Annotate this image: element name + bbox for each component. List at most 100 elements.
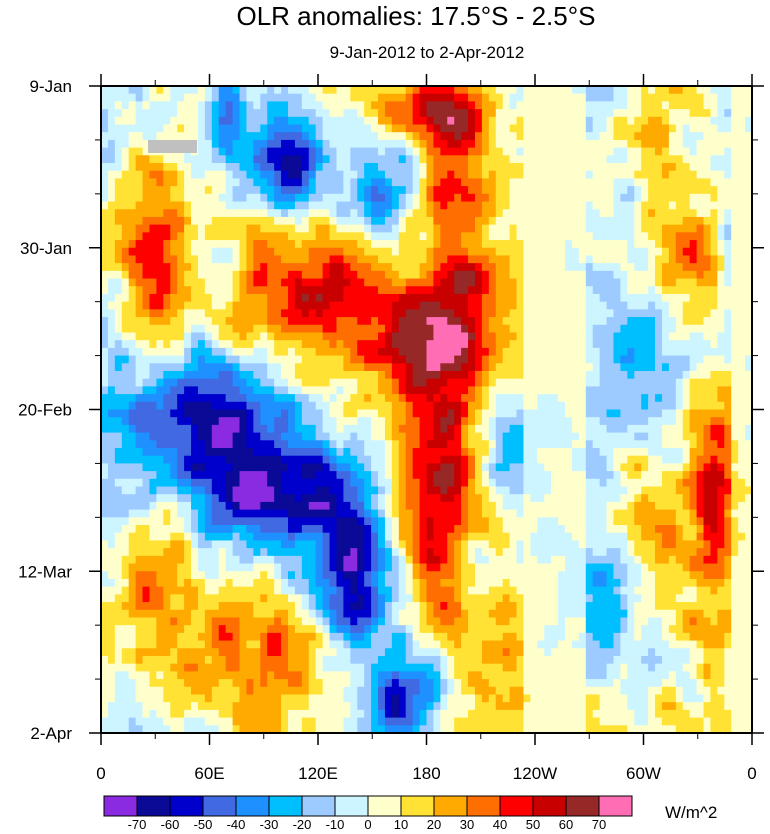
heatmap-cell <box>371 232 379 241</box>
heatmap-cell <box>218 216 227 226</box>
heatmap-cell <box>364 463 372 472</box>
heatmap-cell <box>315 455 324 465</box>
heatmap-cell <box>440 486 448 495</box>
heatmap-cell <box>336 370 344 380</box>
heatmap-cell <box>426 209 435 218</box>
heatmap-cell <box>114 317 123 326</box>
heatmap-cell <box>523 432 531 441</box>
heatmap-cell <box>336 486 344 495</box>
heatmap-cell <box>343 101 351 110</box>
heatmap-cell <box>468 155 476 164</box>
heatmap-cell <box>232 401 241 411</box>
heatmap-cell <box>371 201 379 210</box>
heatmap-cell <box>433 309 441 318</box>
heatmap-cell <box>191 417 199 426</box>
heatmap-cell <box>322 309 331 318</box>
heatmap-cell <box>516 463 525 472</box>
heatmap-cell <box>419 424 428 434</box>
heatmap-cell <box>585 232 594 241</box>
heatmap-cell <box>516 263 525 272</box>
heatmap-cell <box>170 240 178 249</box>
heatmap-cell <box>343 394 351 403</box>
heatmap-cell <box>571 432 580 441</box>
heatmap-cell <box>509 216 518 226</box>
heatmap-cell <box>211 324 220 334</box>
heatmap-cell <box>530 340 538 349</box>
heatmap-cell <box>378 247 386 257</box>
heatmap-cell <box>398 132 407 141</box>
heatmap-cell <box>274 417 282 426</box>
heatmap-cell <box>592 186 601 195</box>
heatmap-cell <box>585 109 594 118</box>
heatmap-cell <box>558 132 566 141</box>
heatmap-cell <box>419 409 428 418</box>
heatmap-cell <box>696 432 705 441</box>
heatmap-cell <box>592 378 601 387</box>
heatmap-cell <box>357 86 365 95</box>
heatmap-cell <box>682 378 691 387</box>
heatmap-cell <box>204 147 213 156</box>
heatmap-cell <box>364 448 372 457</box>
heatmap-cell <box>495 286 504 295</box>
heatmap-cell <box>440 255 448 264</box>
heatmap-cell <box>426 370 435 380</box>
heatmap-cell <box>745 170 753 180</box>
heatmap-cell <box>627 263 635 272</box>
heatmap-cell <box>454 394 462 403</box>
heatmap-cell <box>613 224 622 233</box>
heatmap-cell <box>204 270 213 280</box>
heatmap-cell <box>191 170 199 180</box>
heatmap-cell <box>114 86 123 95</box>
heatmap-cell <box>468 263 476 272</box>
heatmap-cell <box>101 386 109 395</box>
heatmap-cell <box>613 332 622 341</box>
heatmap-cell <box>274 240 282 249</box>
heatmap-cell <box>634 401 642 411</box>
heatmap-cell <box>197 293 206 303</box>
heatmap-cell <box>412 255 421 264</box>
heatmap-cell <box>502 201 511 210</box>
heatmap-cell <box>530 116 538 126</box>
heatmap-cell <box>488 309 497 318</box>
heatmap-cell <box>668 186 677 195</box>
heatmap-cell <box>648 132 656 141</box>
heatmap-cell <box>225 216 234 226</box>
heatmap-cell <box>433 355 441 364</box>
heatmap-cell <box>357 340 365 349</box>
heatmap-cell <box>537 270 545 280</box>
heatmap-cell <box>454 193 462 203</box>
heatmap-cell <box>343 448 351 457</box>
heatmap-cell <box>703 401 712 411</box>
heatmap-cell <box>114 209 123 218</box>
heatmap-cell <box>128 255 137 264</box>
heatmap-cell <box>391 401 400 411</box>
heatmap-cell <box>322 409 331 418</box>
heatmap-cell <box>675 109 684 118</box>
heatmap-cell <box>440 370 448 380</box>
heatmap-cell <box>336 317 344 326</box>
heatmap-cell <box>724 109 732 118</box>
heatmap-cell <box>675 401 684 411</box>
heatmap-cell <box>260 332 268 341</box>
heatmap-cell <box>468 401 476 411</box>
heatmap-cell <box>336 386 344 395</box>
heatmap-cell <box>197 263 206 272</box>
heatmap-cell <box>682 455 691 465</box>
heatmap-cell <box>710 216 718 226</box>
heatmap-cell <box>364 471 372 480</box>
heatmap-cell <box>599 124 608 133</box>
heatmap-cell <box>433 409 441 418</box>
heatmap-cell <box>474 317 483 326</box>
heatmap-cell <box>495 324 504 334</box>
heatmap-cell <box>502 139 511 149</box>
heatmap-cell <box>142 101 151 110</box>
heatmap-cell <box>239 263 248 272</box>
heatmap-cell <box>107 301 116 310</box>
heatmap-cell <box>287 247 296 257</box>
heatmap-cell <box>682 109 691 118</box>
heatmap-cell <box>156 263 164 272</box>
heatmap-cell <box>177 193 185 203</box>
heatmap-cell <box>371 178 379 187</box>
heatmap-cell <box>682 355 691 364</box>
heatmap-cell <box>606 201 615 210</box>
